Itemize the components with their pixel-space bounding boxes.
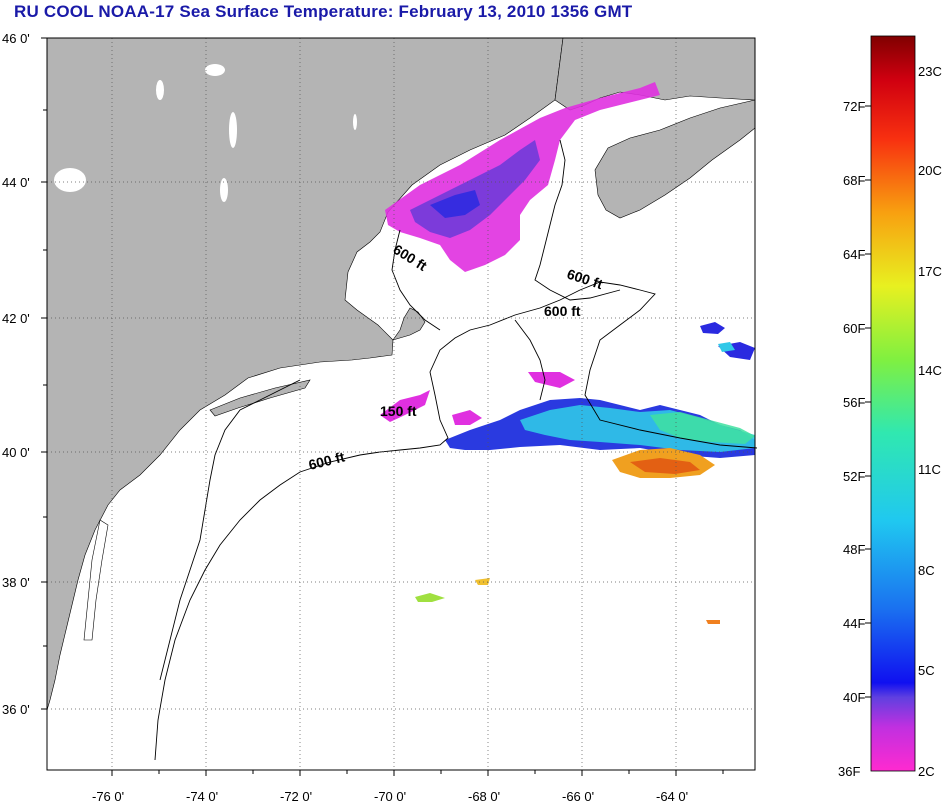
lat-labels: 46 0' 44 0' 42 0' 40 0' 38 0' 36 0' [2, 31, 30, 717]
sst-overlay [380, 82, 755, 624]
chesapeake-bay [83, 519, 109, 641]
lat-label: 42 0' [2, 311, 30, 326]
map-title: RU COOL NOAA-17 Sea Surface Temperature:… [14, 2, 633, 21]
lat-label: 40 0' [2, 445, 30, 460]
lon-label: -68 0' [468, 789, 500, 804]
contour-label: 150 ft [380, 403, 417, 419]
map-frame [46, 37, 756, 771]
lon-labels: -76 0' -74 0' -72 0' -70 0' -68 0' -66 0… [92, 789, 688, 804]
cape-cod [392, 307, 426, 341]
lat-label: 36 0' [2, 702, 30, 717]
lon-label: -72 0' [280, 789, 312, 804]
bathymetry-contours [154, 139, 758, 761]
lat-label: 46 0' [2, 31, 30, 46]
lat-label: 44 0' [2, 175, 30, 190]
lon-label: -64 0' [656, 789, 688, 804]
us-coast-landmass [46, 37, 564, 711]
lon-label: -76 0' [92, 789, 124, 804]
lon-label: -74 0' [186, 789, 218, 804]
nova-scotia [594, 99, 756, 219]
lon-label: -66 0' [562, 789, 594, 804]
contour-label: 600 ft [544, 303, 581, 319]
lon-label: -70 0' [374, 789, 406, 804]
lakes [54, 64, 357, 202]
axis-ticks [41, 37, 724, 776]
long-island [209, 379, 311, 417]
lat-label: 38 0' [2, 575, 30, 590]
